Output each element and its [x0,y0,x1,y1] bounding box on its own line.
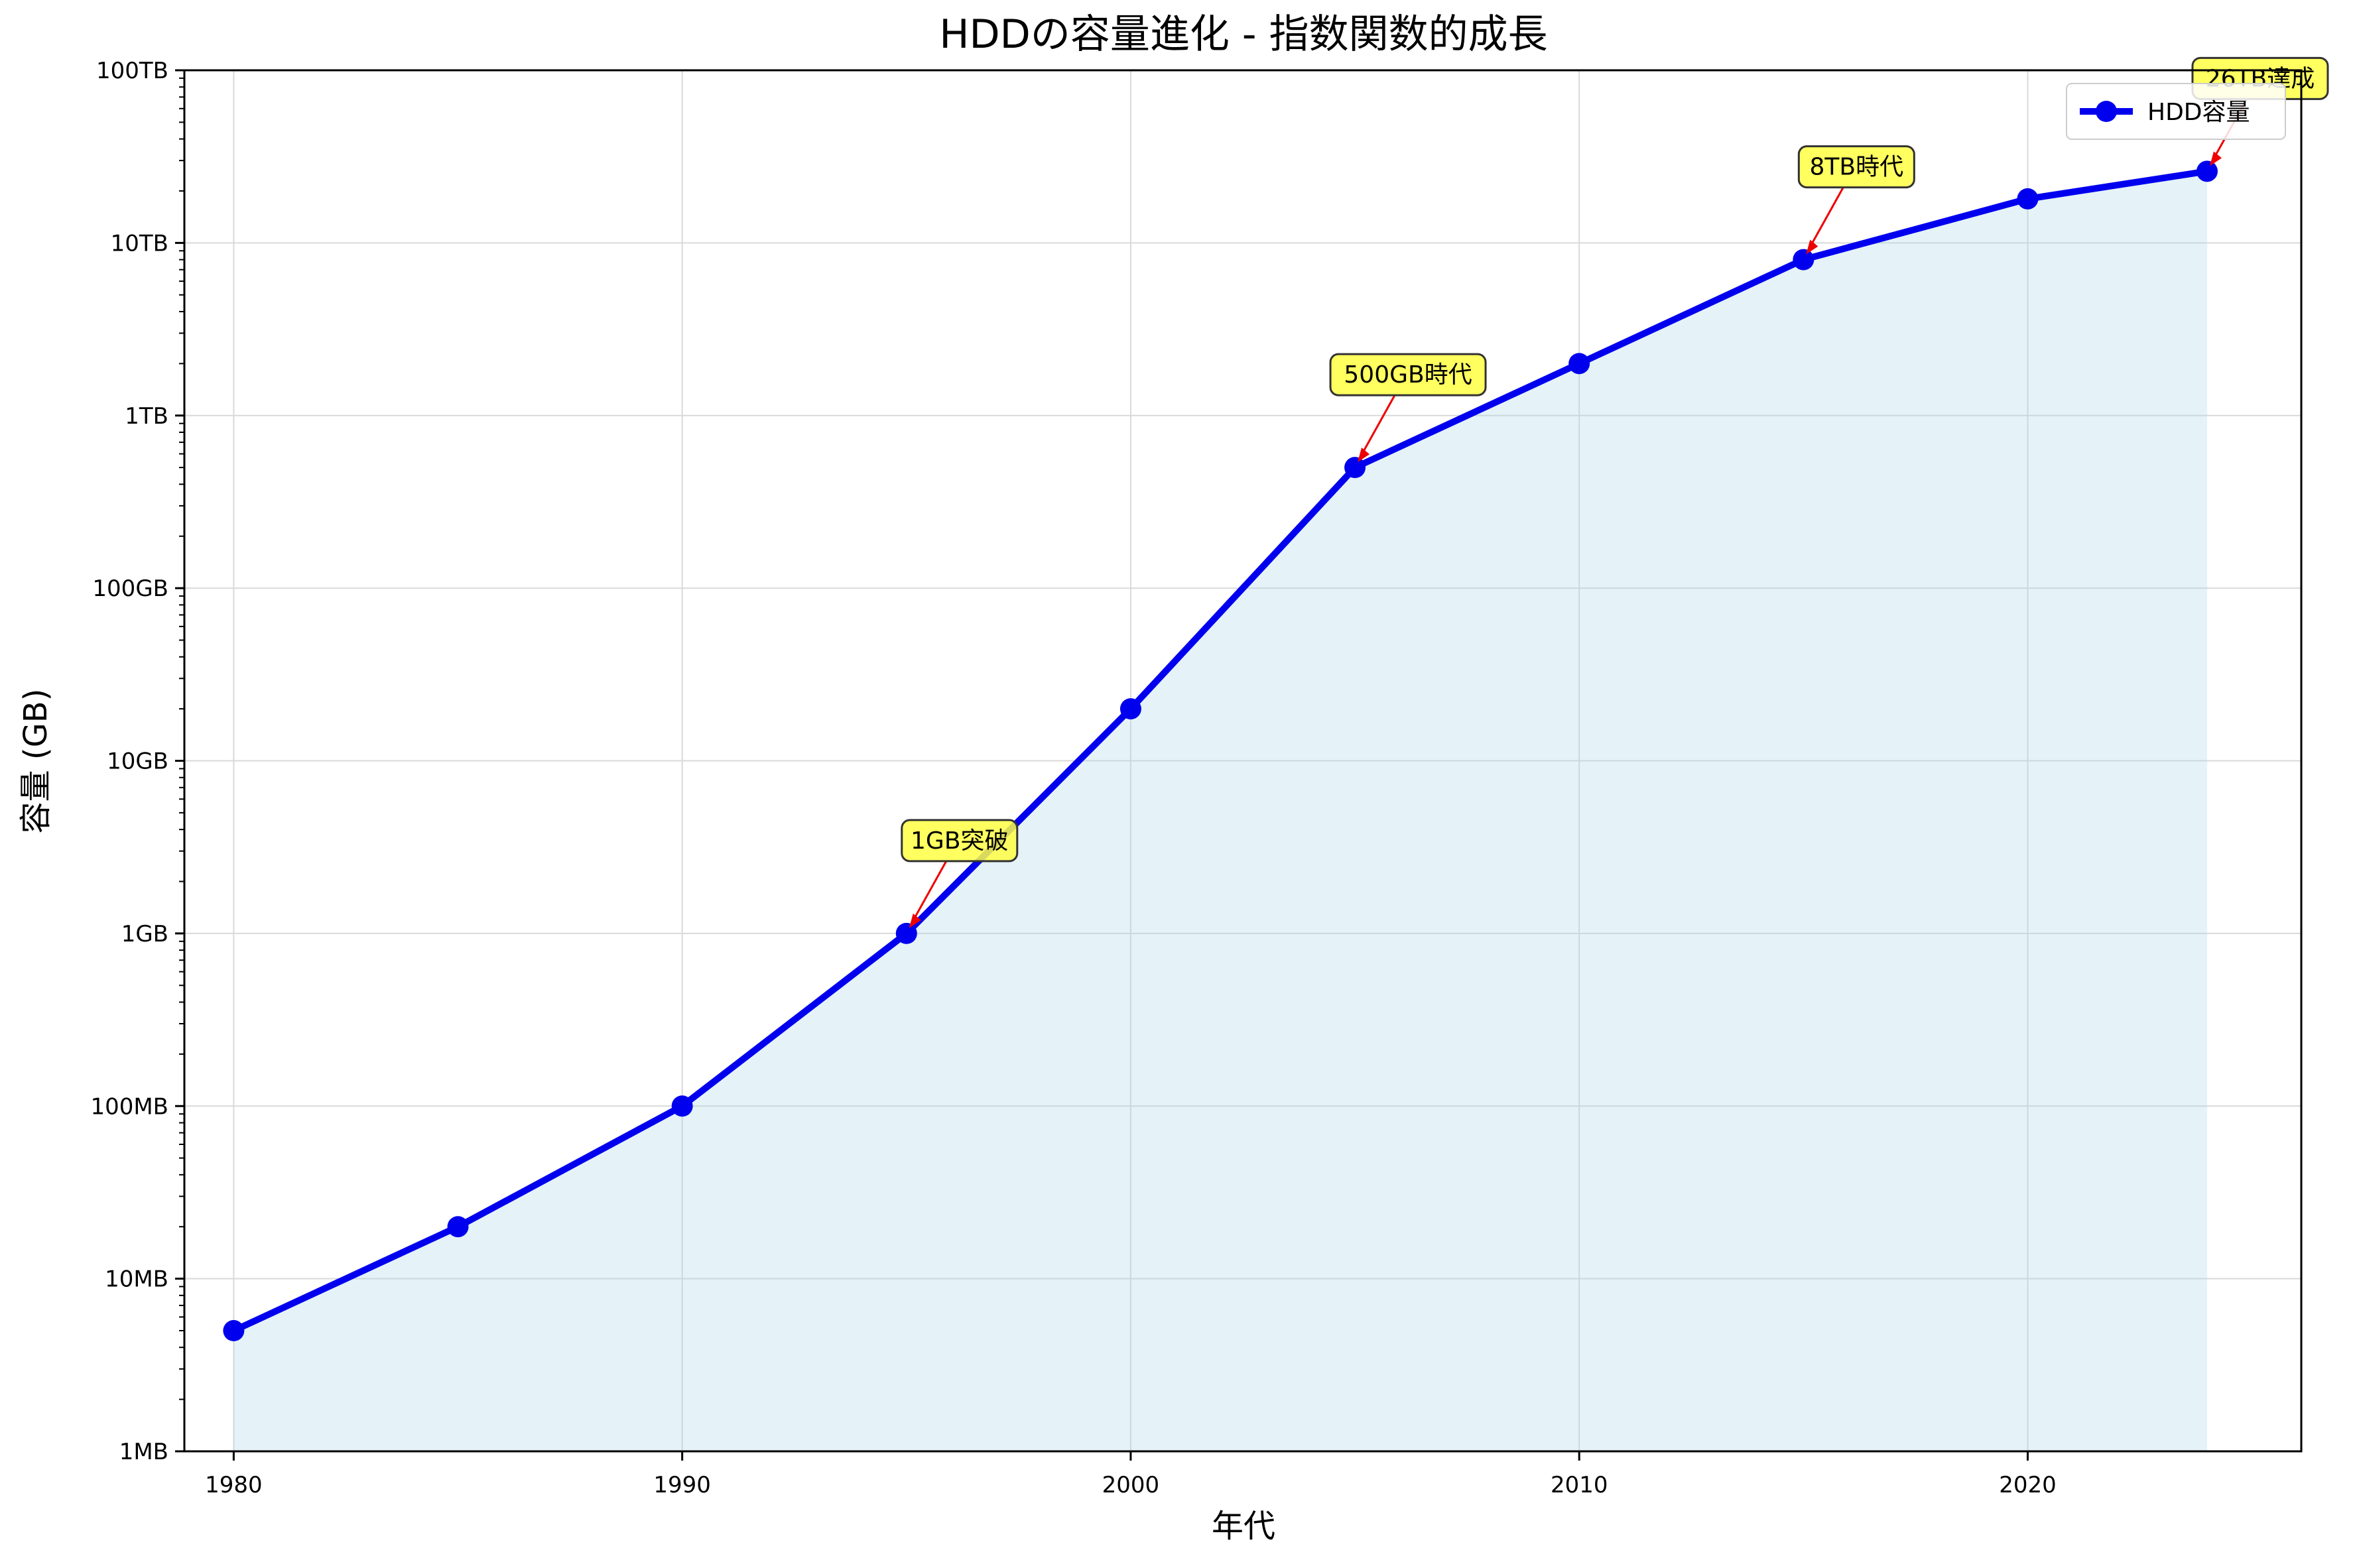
annotation-arrowhead [909,913,921,928]
chart-title: HDDの容量進化 - 指数関数的成長 [939,11,1547,58]
y-tick-label: 1GB [121,921,168,947]
y-tick-label: 1TB [125,403,168,430]
annotation-arrowhead [1806,239,1818,255]
annotation-box [1329,353,1487,396]
data-point [1793,249,1814,271]
x-tick-label: 2010 [1551,1472,1608,1498]
y-axis-title: 容量 (GB) [17,689,54,834]
x-tick-label: 2020 [1999,1472,2057,1498]
axes: 1980 1990 2000 2010 2020 1MB 10MB 100MB 1GB 10GB 1… [90,58,2303,1498]
annotation-box [1797,145,1915,189]
annotation-label: 8TB時代 [1810,154,1904,181]
data-point [2017,188,2039,210]
x-tick-label: 2000 [1102,1472,1160,1498]
annotation-arrow [909,861,948,926]
x-tick-label: 1990 [653,1472,711,1498]
area-fill [233,171,2207,1452]
series-line [230,168,2210,1335]
data-point [447,1216,469,1238]
data-point [1568,353,1590,375]
data-point [2196,160,2218,182]
annotation-label: 500GB時代 [1344,361,1472,389]
annotation-label: 1GB突破 [911,827,1009,855]
annotation-arrowhead [1358,448,1370,463]
data-point [1119,698,1141,720]
y-tick-label: 10GB [107,749,168,775]
annotation-arrow [1807,186,1844,253]
y-tick-label: 100GB [92,575,168,602]
y-tick-label: 10MB [105,1266,168,1293]
y-tick-label: 100MB [90,1093,168,1120]
series-line-layer [230,168,2210,1335]
area-under-line [233,171,2207,1452]
data-point [1344,457,1366,479]
y-tick-label: 100TB [96,58,168,84]
annotation-arrowhead [2209,151,2222,166]
annotation-box [901,819,1019,863]
y-tick-label: 1MB [119,1439,168,1465]
y-tick-label: 10TB [111,230,168,257]
series-markers [223,160,2218,1342]
legend: HDD容量 [2066,83,2286,140]
annotation-arrow [1358,394,1396,460]
legend-label: HDD容量 [2147,99,2250,126]
x-tick-label: 1980 [205,1472,263,1498]
data-point [895,922,917,944]
legend-marker-swatch [2096,101,2117,122]
legend-box [2066,83,2286,140]
data-point [671,1095,693,1117]
data-point [223,1320,245,1342]
x-axis-title: 年代 [1212,1508,1275,1545]
